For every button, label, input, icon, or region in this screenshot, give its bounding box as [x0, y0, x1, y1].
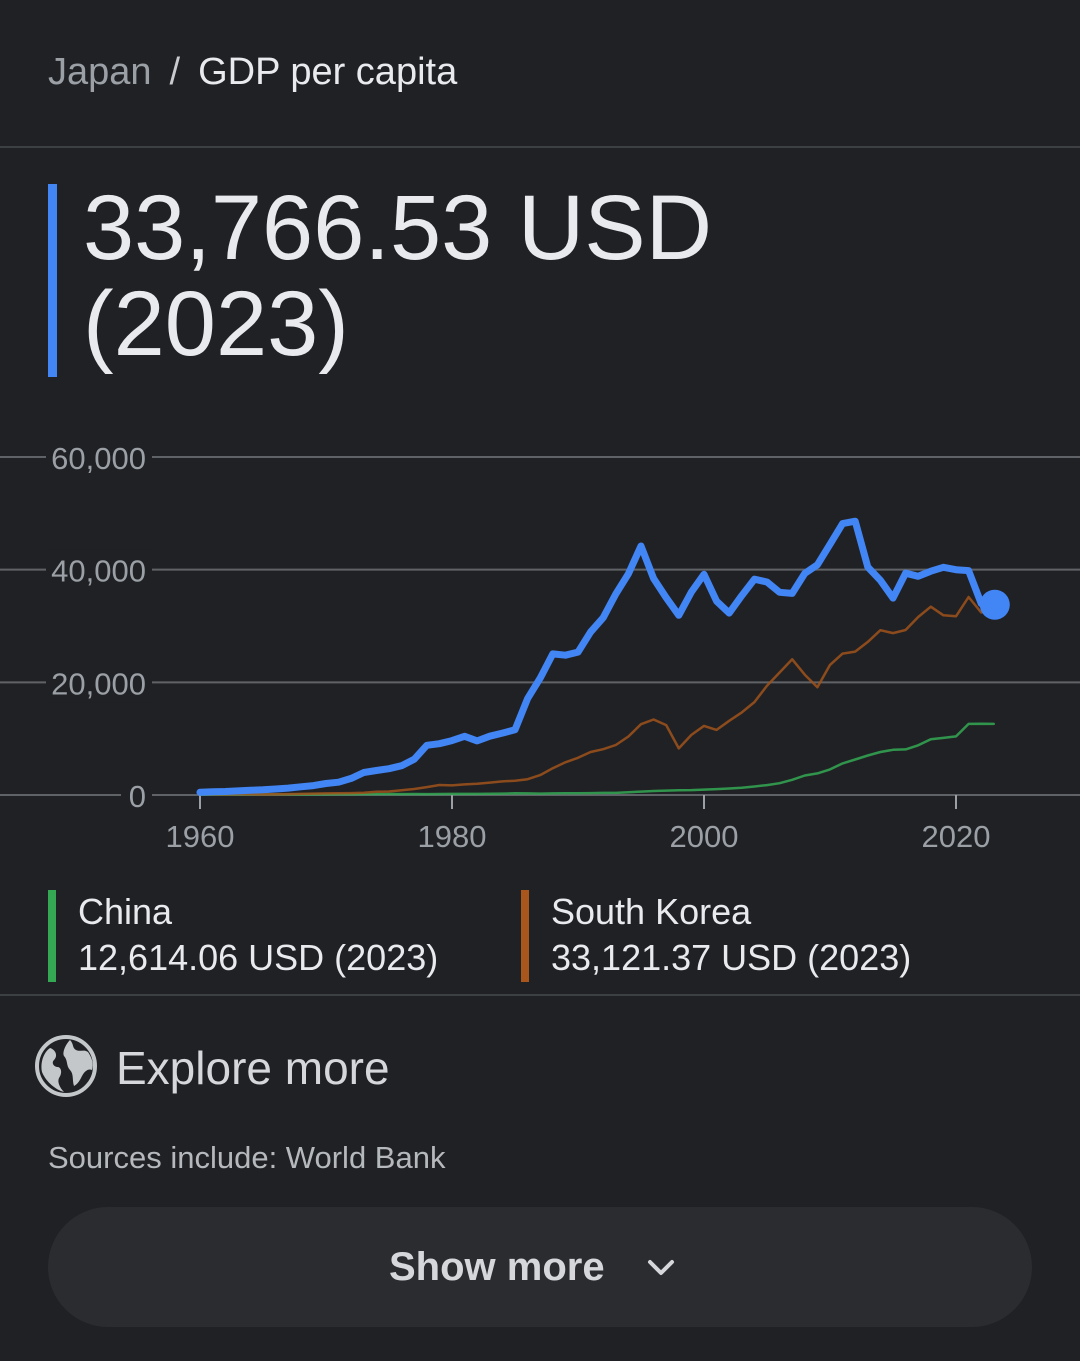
sources-text: Sources include: World Bank [48, 1140, 446, 1175]
breadcrumb-parent[interactable]: Japan [48, 51, 152, 93]
breadcrumb-separator: / [169, 51, 181, 93]
legend-value-china: 12,614.06 USD (2023) [78, 937, 439, 978]
chevron-down-icon [648, 1260, 674, 1275]
x-tick-label: 2000 [670, 819, 739, 854]
y-tick-label: 60,000 [51, 441, 146, 476]
explore-more-label: Explore more [116, 1042, 390, 1094]
y-tick-label: 20,000 [51, 666, 146, 701]
globe-icon [35, 1035, 97, 1097]
series-line-japan [196, 517, 998, 796]
header-divider [0, 146, 1080, 148]
explore-more-link[interactable]: Explore more [34, 1032, 634, 1102]
show-more-label: Show more [389, 1245, 605, 1289]
series-endpoint-japan [979, 589, 1010, 620]
legend-name-china: China [78, 891, 173, 932]
x-tick-label: 1960 [166, 819, 235, 854]
headline-year: (2023) [83, 273, 349, 375]
legend-name-south-korea: South Korea [551, 891, 752, 932]
y-tick-label-bg [46, 549, 152, 590]
headline-text: 33,766.53 USD (2023) [83, 180, 712, 372]
y-tick-label: 0 [129, 779, 146, 814]
x-tick-label: 2020 [922, 819, 991, 854]
x-tick-label: 1980 [418, 819, 487, 854]
show-more-button[interactable]: Show more [48, 1207, 1032, 1327]
breadcrumb: Japan / GDP per capita [48, 44, 457, 100]
y-tick-label: 40,000 [51, 554, 146, 589]
legend-divider [0, 994, 1080, 996]
gdp-line-chart[interactable]: 0 20,000 40,000 60,000 1960 1980 2000 2020 [0, 430, 1080, 860]
y-tick-label-bg [121, 775, 152, 815]
y-tick-label-bg [46, 662, 152, 703]
legend-swatch-china [48, 890, 56, 982]
headline-amount: 33,766.53 USD [83, 177, 713, 279]
breadcrumb-current: GDP per capita [198, 51, 458, 93]
headline-value: 33,766.53 USD (2023) [48, 180, 957, 377]
y-tick-label-bg [46, 437, 152, 477]
legend-value-south-korea: 33,121.37 USD (2023) [551, 937, 912, 978]
series-line-south-korea [198, 595, 996, 796]
legend-swatch-south-korea [521, 890, 529, 982]
